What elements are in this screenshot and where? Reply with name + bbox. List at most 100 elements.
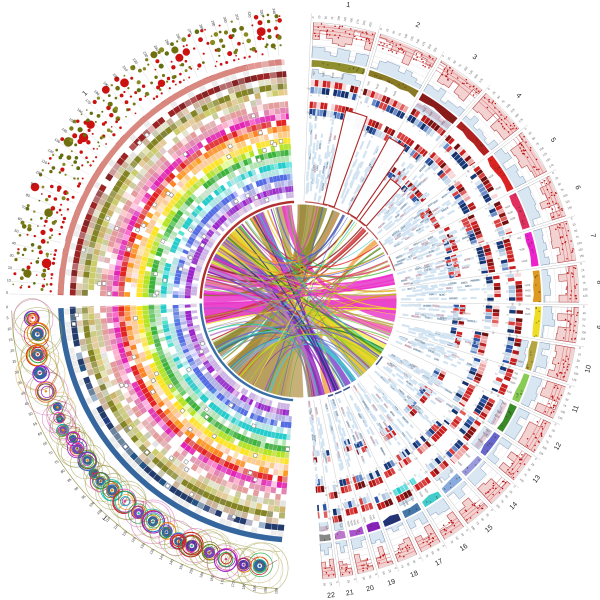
- svg-text:25: 25: [317, 15, 321, 19]
- svg-text:0: 0: [513, 485, 517, 489]
- svg-text:EFPL: EFPL: [450, 267, 457, 271]
- svg-text:20%: 20%: [374, 83, 380, 90]
- svg-text:60%: 60%: [340, 74, 345, 81]
- svg-text:PMGD: PMGD: [398, 389, 406, 396]
- svg-text:125: 125: [468, 69, 474, 75]
- svg-text:PPTNM: PPTNM: [413, 213, 422, 220]
- svg-text:0: 0: [534, 457, 538, 461]
- svg-text:LHNCS: LHNCS: [458, 307, 467, 310]
- svg-text:17: 17: [434, 558, 444, 568]
- svg-text:75: 75: [500, 499, 505, 504]
- svg-text:50: 50: [451, 404, 455, 407]
- svg-text:175: 175: [355, 18, 360, 24]
- svg-text:50: 50: [436, 453, 440, 457]
- svg-text:BDGB: BDGB: [325, 161, 329, 169]
- svg-text:50: 50: [548, 434, 553, 439]
- svg-text:EHEB1: EHEB1: [404, 344, 413, 350]
- svg-text:50: 50: [28, 411, 33, 416]
- svg-text:20%: 20%: [511, 375, 518, 381]
- svg-text:G0DFK: G0DFK: [324, 456, 328, 465]
- svg-text:3PCE: 3PCE: [464, 257, 471, 261]
- svg-text:80%: 80%: [494, 185, 501, 192]
- svg-text:-50: -50: [404, 114, 410, 120]
- svg-text:EER: EER: [393, 406, 399, 412]
- svg-text:75: 75: [560, 187, 565, 192]
- svg-text:-50: -50: [441, 454, 447, 460]
- svg-text:80: 80: [60, 469, 66, 475]
- svg-text:75: 75: [499, 266, 503, 269]
- svg-text:50: 50: [374, 467, 377, 471]
- svg-text:20%: 20%: [504, 204, 511, 210]
- svg-text:REC: REC: [383, 403, 389, 409]
- svg-text:-50: -50: [339, 477, 342, 481]
- svg-text:60%: 60%: [362, 516, 368, 523]
- svg-text:0%: 0%: [312, 71, 316, 76]
- svg-text:-75: -75: [465, 212, 471, 218]
- svg-text:FKLP: FKLP: [324, 403, 328, 410]
- svg-text:120: 120: [47, 148, 54, 155]
- svg-text:60%: 60%: [524, 288, 530, 292]
- svg-text:MAEBP: MAEBP: [422, 242, 431, 248]
- svg-text:100: 100: [560, 409, 566, 415]
- svg-text:-75: -75: [487, 302, 491, 306]
- svg-text:75: 75: [545, 439, 550, 444]
- svg-text:-75: -75: [393, 460, 399, 466]
- svg-text:0N1H: 0N1H: [411, 226, 418, 232]
- svg-text:40%: 40%: [423, 487, 430, 494]
- svg-text:-75: -75: [364, 482, 369, 487]
- svg-text:80%: 80%: [418, 490, 425, 497]
- svg-text:30G: 30G: [383, 176, 388, 182]
- svg-text:-25: -25: [368, 470, 371, 474]
- svg-text:TRSE: TRSE: [393, 242, 400, 248]
- svg-text:-50: -50: [306, 87, 310, 91]
- svg-text:-50: -50: [475, 255, 479, 258]
- svg-text:30: 30: [14, 370, 19, 375]
- svg-text:25: 25: [329, 582, 333, 586]
- svg-text:170: 170: [84, 98, 91, 105]
- svg-text:MLLA: MLLA: [441, 193, 448, 199]
- svg-text:6: 6: [573, 185, 581, 191]
- svg-text:LPG: LPG: [435, 332, 440, 336]
- svg-text:-25: -25: [444, 450, 448, 454]
- svg-text:-75: -75: [478, 243, 483, 248]
- svg-text:150: 150: [415, 38, 421, 44]
- svg-text:LLF: LLF: [406, 395, 411, 400]
- svg-text:-25: -25: [360, 101, 363, 105]
- svg-text:0: 0: [570, 216, 573, 220]
- svg-text:T3R: T3R: [424, 218, 430, 223]
- svg-text:175: 175: [518, 117, 524, 123]
- svg-text:3HT: 3HT: [314, 134, 317, 139]
- svg-text:LS0C: LS0C: [415, 405, 422, 411]
- svg-text:-50: -50: [397, 450, 401, 454]
- svg-text:75: 75: [433, 172, 437, 176]
- svg-text:-25: -25: [455, 162, 459, 166]
- svg-text:75: 75: [497, 258, 501, 261]
- svg-text:-25: -25: [424, 429, 428, 433]
- svg-text:B0MMM: B0MMM: [379, 447, 386, 456]
- svg-text:0: 0: [332, 482, 334, 484]
- svg-text:50: 50: [406, 562, 411, 567]
- svg-text:0: 0: [450, 196, 453, 199]
- svg-text:LKSS: LKSS: [402, 372, 409, 378]
- svg-text:LRRDC: LRRDC: [449, 297, 458, 300]
- svg-text:HD3T: HD3T: [375, 393, 382, 400]
- svg-text:230: 230: [142, 51, 149, 58]
- svg-text:25: 25: [430, 458, 434, 462]
- svg-text:50: 50: [324, 15, 328, 19]
- svg-text:0: 0: [466, 175, 469, 178]
- svg-text:5: 5: [6, 316, 8, 320]
- svg-text:-25: -25: [456, 386, 460, 390]
- svg-text:BEBA: BEBA: [308, 153, 311, 160]
- svg-text:-75: -75: [413, 456, 419, 462]
- svg-text:100: 100: [577, 241, 583, 246]
- svg-text:0: 0: [6, 291, 8, 295]
- svg-text:50: 50: [430, 551, 435, 556]
- svg-text:125: 125: [571, 377, 577, 382]
- svg-text:0: 0: [311, 16, 315, 18]
- svg-text:50: 50: [474, 404, 478, 407]
- svg-text:-50: -50: [327, 509, 332, 514]
- svg-text:-75: -75: [485, 241, 490, 246]
- svg-text:60: 60: [37, 431, 42, 436]
- svg-text:25: 25: [503, 345, 507, 348]
- svg-text:MNPP: MNPP: [440, 317, 448, 321]
